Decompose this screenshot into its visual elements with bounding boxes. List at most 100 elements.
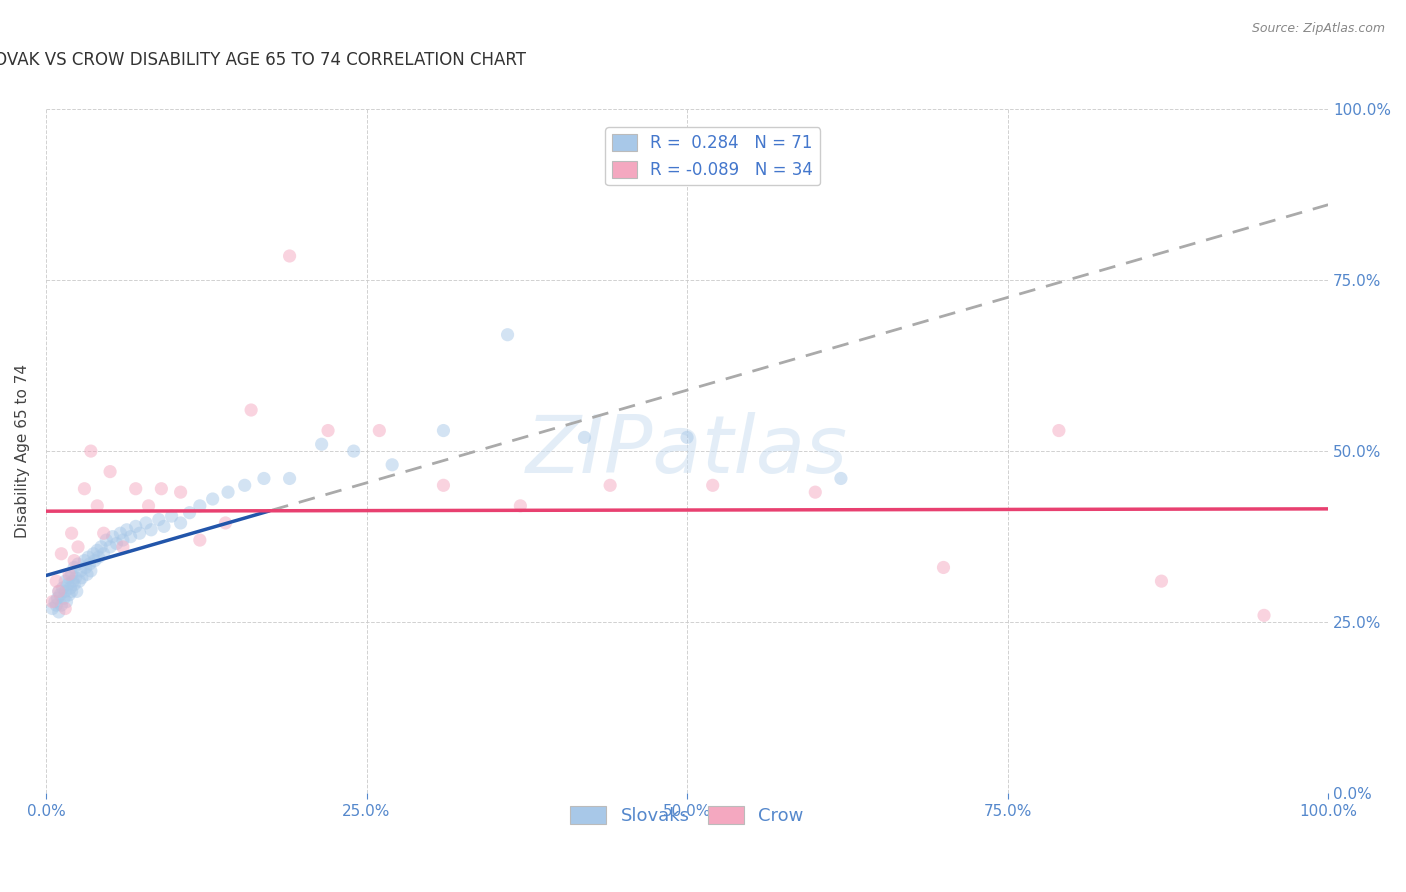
- Point: [56, 577, 79, 591]
- Point: [63, 560, 86, 574]
- Point: [115, 523, 138, 537]
- Point: [120, 530, 142, 544]
- Point: [105, 536, 128, 550]
- Point: [66, 540, 89, 554]
- Point: [138, 499, 160, 513]
- Point: [96, 533, 118, 547]
- Point: [66, 557, 89, 571]
- Point: [98, 540, 121, 554]
- Point: [253, 471, 276, 485]
- Point: [66, 584, 89, 599]
- Point: [188, 499, 211, 513]
- Point: [278, 249, 301, 263]
- Text: ZIPatlas: ZIPatlas: [526, 412, 848, 490]
- Point: [125, 519, 148, 533]
- Point: [1150, 574, 1173, 589]
- Point: [55, 595, 77, 609]
- Point: [60, 567, 83, 582]
- Point: [381, 458, 404, 472]
- Point: [59, 581, 82, 595]
- Point: [830, 471, 852, 485]
- Point: [169, 516, 191, 530]
- Point: [160, 509, 183, 524]
- Point: [86, 543, 108, 558]
- Point: [932, 560, 955, 574]
- Point: [343, 444, 366, 458]
- Point: [80, 564, 103, 578]
- Point: [702, 478, 724, 492]
- Point: [87, 550, 110, 565]
- Point: [93, 526, 115, 541]
- Point: [52, 581, 75, 595]
- Point: [49, 588, 72, 602]
- Point: [45, 598, 67, 612]
- Point: [496, 327, 519, 342]
- Point: [48, 584, 70, 599]
- Point: [214, 516, 236, 530]
- Point: [101, 530, 124, 544]
- Point: [58, 588, 80, 602]
- Point: [98, 465, 121, 479]
- Point: [217, 485, 239, 500]
- Point: [73, 482, 96, 496]
- Point: [368, 424, 391, 438]
- Point: [83, 553, 105, 567]
- Point: [240, 403, 263, 417]
- Point: [509, 499, 531, 513]
- Point: [75, 560, 97, 574]
- Point: [51, 547, 73, 561]
- Point: [432, 424, 454, 438]
- Point: [58, 571, 80, 585]
- Point: [41, 595, 63, 609]
- Point: [574, 430, 596, 444]
- Point: [135, 516, 157, 530]
- Point: [233, 478, 256, 492]
- Point: [148, 512, 170, 526]
- Legend: Slovaks, Crow: Slovaks, Crow: [562, 798, 811, 832]
- Point: [278, 471, 301, 485]
- Point: [179, 506, 201, 520]
- Y-axis label: Disability Age 65 to 74: Disability Age 65 to 74: [15, 364, 30, 538]
- Point: [53, 584, 76, 599]
- Point: [79, 557, 101, 571]
- Point: [1047, 424, 1070, 438]
- Point: [316, 424, 339, 438]
- Point: [53, 601, 76, 615]
- Point: [63, 577, 86, 591]
- Point: [111, 533, 134, 547]
- Point: [125, 482, 148, 496]
- Point: [58, 567, 80, 582]
- Point: [67, 574, 90, 589]
- Point: [139, 523, 162, 537]
- Point: [311, 437, 333, 451]
- Point: [53, 574, 76, 589]
- Text: Source: ZipAtlas.com: Source: ZipAtlas.com: [1251, 22, 1385, 36]
- Point: [90, 540, 112, 554]
- Point: [52, 591, 75, 606]
- Point: [65, 571, 87, 585]
- Point: [676, 430, 699, 444]
- Point: [201, 491, 224, 506]
- Point: [46, 591, 69, 606]
- Point: [110, 526, 132, 541]
- Point: [41, 601, 63, 615]
- Point: [150, 482, 173, 496]
- Point: [48, 584, 70, 599]
- Point: [60, 526, 83, 541]
- Point: [80, 444, 103, 458]
- Point: [86, 499, 108, 513]
- Point: [63, 553, 86, 567]
- Point: [76, 567, 98, 582]
- Point: [45, 574, 67, 589]
- Point: [188, 533, 211, 547]
- Point: [44, 595, 66, 609]
- Point: [82, 547, 104, 561]
- Point: [69, 564, 91, 578]
- Point: [432, 478, 454, 492]
- Point: [128, 526, 150, 541]
- Point: [60, 584, 83, 599]
- Point: [77, 550, 100, 565]
- Point: [93, 547, 115, 561]
- Text: SLOVAK VS CROW DISABILITY AGE 65 TO 74 CORRELATION CHART: SLOVAK VS CROW DISABILITY AGE 65 TO 74 C…: [0, 51, 526, 69]
- Point: [62, 574, 84, 589]
